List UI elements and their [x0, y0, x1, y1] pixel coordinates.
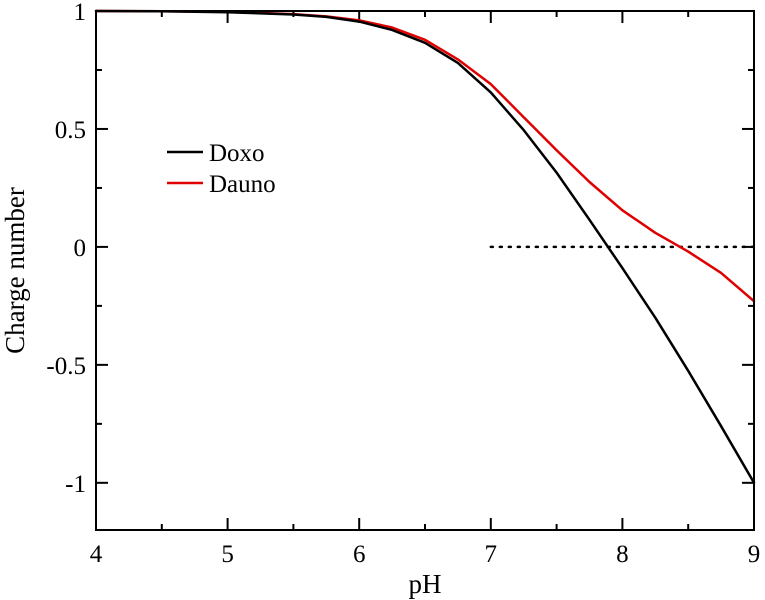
- y-tick-label: -1: [65, 471, 86, 498]
- x-tick-label: 5: [221, 541, 234, 568]
- series-line-doxo: [94, 9, 756, 485]
- plot-frame: [95, 10, 755, 531]
- tick-labels: 4 5 6 7 8 9 1 0.5 0 -0.5 -1: [46, 0, 760, 568]
- legend-label-doxo: Doxo: [209, 140, 265, 167]
- series-lines: [94, 9, 756, 485]
- legend-label-dauno: Dauno: [209, 171, 276, 198]
- y-tick-label: 1: [74, 0, 87, 26]
- y-tick-label: -0.5: [46, 353, 86, 380]
- x-axis-label: pH: [409, 569, 442, 599]
- series-line-dauno: [94, 9, 756, 303]
- x-tick-label: 4: [90, 541, 103, 568]
- y-axis-label: Charge number: [0, 187, 30, 354]
- y-tick-label: 0.5: [55, 117, 86, 144]
- x-tick-label: 9: [748, 541, 761, 568]
- ticks: [95, 10, 755, 530]
- x-tick-label: 8: [616, 541, 629, 568]
- x-tick-label: 6: [353, 541, 366, 568]
- y-tick-label: 0: [74, 235, 87, 262]
- legend: Doxo Dauno: [167, 140, 276, 198]
- x-tick-label: 7: [485, 541, 498, 568]
